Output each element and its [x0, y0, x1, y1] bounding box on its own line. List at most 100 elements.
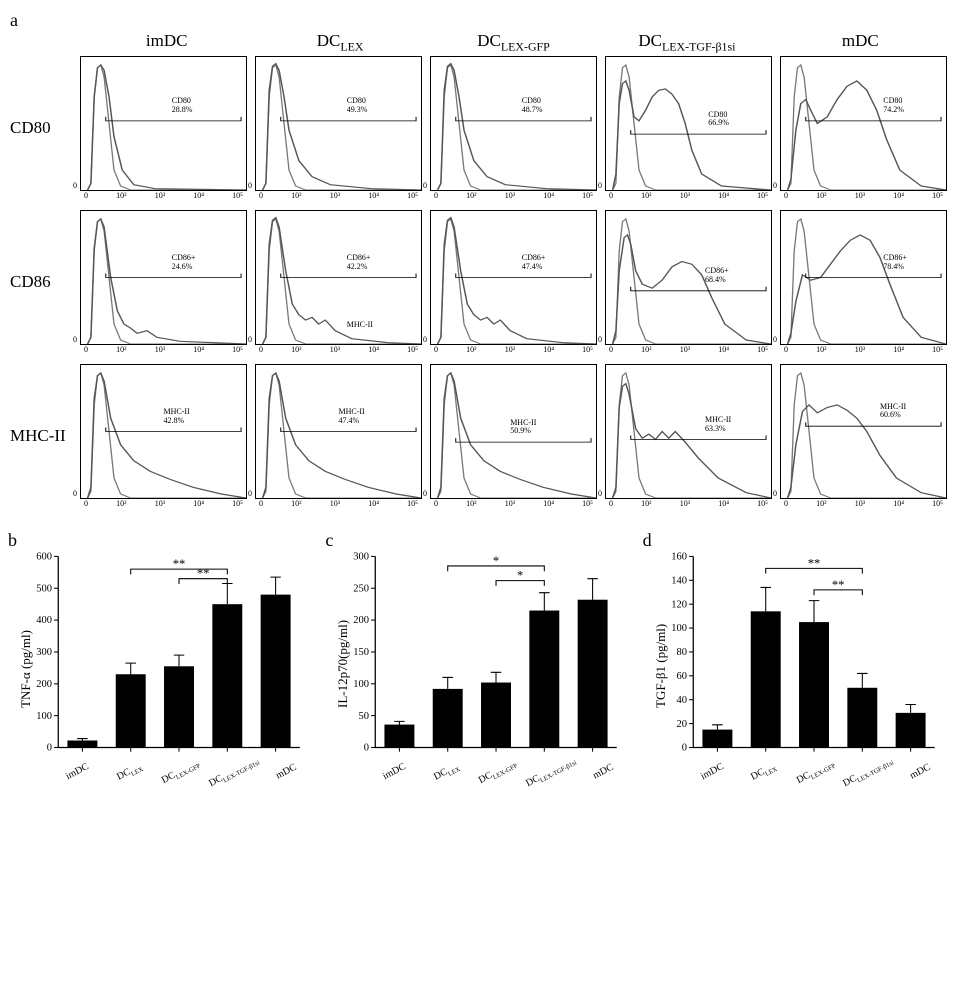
svg-text:500: 500: [36, 584, 52, 595]
gate-label: MHC-II42.8%: [164, 408, 190, 426]
svg-text:100: 100: [36, 711, 52, 722]
svg-text:20: 20: [676, 719, 687, 730]
column-header: imDC: [80, 31, 253, 54]
histogram-cell: 0CD8048.7%010²10³10⁴10⁵: [430, 56, 597, 200]
x-axis-ticks: 010²10³10⁴10⁵: [255, 499, 422, 508]
gate-label: CD8074.2%: [883, 97, 904, 115]
histogram-row: CD800CD8028.8%010²10³10⁴10⁵0CD8049.3%010…: [10, 56, 947, 200]
column-header: mDC: [774, 31, 947, 54]
x-axis-ticks: 010²10³10⁴10⁵: [605, 191, 772, 200]
histogram-cell: 0CD86+24.6%010²10³10⁴10⁵: [80, 210, 247, 354]
histogram-cell: 0MHC-II47.4%010²10³10⁴10⁵: [255, 364, 422, 508]
histogram-cell: 0CD8049.3%010²10³10⁴10⁵: [255, 56, 422, 200]
svg-text:300: 300: [354, 552, 370, 563]
x-label: imDC: [687, 755, 739, 791]
svg-text:*: *: [517, 569, 523, 583]
x-axis-ticks: 010²10³10⁴10⁵: [430, 191, 597, 200]
bar-chart: 020406080100120140160****TGF-β1 (pg/ml): [645, 548, 947, 758]
gate-label: CD86+47.4%: [522, 254, 546, 272]
x-label: mDC: [895, 755, 947, 791]
x-axis-ticks: 010²10³10⁴10⁵: [430, 499, 597, 508]
svg-text:600: 600: [36, 552, 52, 563]
histogram-cell: 0CD86+78.4%010²10³10⁴10⁵: [780, 210, 947, 354]
gate-label: CD86+68.4%: [705, 267, 729, 285]
y-axis-label: TGF-β1 (pg/ml): [653, 624, 669, 708]
x-axis-ticks: 010²10³10⁴10⁵: [255, 345, 422, 354]
x-axis-ticks: 010²10³10⁴10⁵: [430, 345, 597, 354]
x-label: imDC: [52, 755, 104, 791]
y-axis-label: TNF-α (pg/ml): [18, 630, 34, 708]
svg-text:60: 60: [676, 671, 687, 682]
gate-label: CD8066.9%: [708, 111, 729, 129]
x-label: imDC: [369, 755, 421, 791]
bar-chart: 0100200300400500600****TNF-α (pg/ml): [10, 548, 312, 758]
x-label: DCLEX: [104, 755, 156, 791]
gate-label: CD86+42.2%: [347, 254, 371, 272]
x-label: DCLEX-TGF-β1si: [207, 754, 261, 791]
svg-text:**: **: [197, 567, 210, 581]
column-headers: imDCDCLEXDCLEX-GFPDCLEX-TGF-β1simDC: [80, 31, 947, 54]
gate-label: CD8028.8%: [172, 97, 193, 115]
svg-text:400: 400: [36, 616, 52, 627]
histogram-row: CD860CD86+24.6%010²10³10⁴10⁵0CD86+42.2%M…: [10, 210, 947, 354]
histogram-cell: 0CD86+42.2%MHC-II010²10³10⁴10⁵: [255, 210, 422, 354]
svg-text:0: 0: [47, 743, 52, 754]
x-axis-labels: imDCDCLEXDCLEX-GFPDCLEX-TGF-β1simDC: [369, 758, 629, 779]
gate-label: MHC-II63.3%: [705, 416, 731, 434]
svg-text:0: 0: [681, 743, 686, 754]
svg-text:0: 0: [364, 743, 369, 754]
x-label: DCLEX: [421, 755, 473, 791]
x-axis-ticks: 010²10³10⁴10⁵: [605, 499, 772, 508]
svg-text:300: 300: [36, 647, 52, 658]
y-axis-label: IL-12p70(pg/ml): [335, 620, 351, 708]
x-label: DCLEX-GFP: [155, 755, 207, 791]
panel-d: d 020406080100120140160****TGF-β1 (pg/ml…: [645, 548, 947, 779]
histogram-cell: 0MHC-II42.8%010²10³10⁴10⁵: [80, 364, 247, 508]
bar-charts-row: b 0100200300400500600****TNF-α (pg/ml)im…: [10, 548, 947, 779]
x-axis-ticks: 010²10³10⁴10⁵: [780, 191, 947, 200]
histogram-cell: 0MHC-II60.6%010²10³10⁴10⁵: [780, 364, 947, 508]
x-axis-labels: imDCDCLEXDCLEX-GFPDCLEX-TGF-β1simDC: [687, 758, 947, 779]
histogram-cell: 0CD86+47.4%010²10³10⁴10⁵: [430, 210, 597, 354]
x-axis-ticks: 010²10³10⁴10⁵: [780, 345, 947, 354]
svg-text:**: **: [832, 578, 845, 592]
x-label: DCLEX-GFP: [472, 755, 524, 791]
gate-label: MHC-II60.6%: [880, 403, 906, 421]
x-label: DCLEX-GFP: [790, 755, 842, 791]
svg-text:*: *: [493, 554, 499, 568]
gate-label: CD8049.3%: [347, 97, 368, 115]
row-marker-label: CD86: [10, 272, 80, 292]
histogram-cell: 0CD8066.9%010²10³10⁴10⁵: [605, 56, 772, 200]
gate-label: CD86+24.6%: [172, 254, 196, 272]
x-label: mDC: [578, 755, 630, 791]
panel-b: b 0100200300400500600****TNF-α (pg/ml)im…: [10, 548, 312, 779]
x-axis-ticks: 010²10³10⁴10⁵: [255, 191, 422, 200]
x-axis-labels: imDCDCLEXDCLEX-GFPDCLEX-TGF-β1simDC: [52, 758, 312, 779]
panel-a: a imDCDCLEXDCLEX-GFPDCLEX-TGF-β1simDC CD…: [10, 10, 947, 518]
column-header: DCLEX-GFP: [427, 31, 600, 54]
svg-text:150: 150: [354, 647, 370, 658]
row-marker-label: MHC-II: [10, 426, 80, 446]
histogram-row: MHC-II0MHC-II42.8%010²10³10⁴10⁵0MHC-II47…: [10, 364, 947, 508]
svg-text:120: 120: [671, 600, 687, 611]
svg-text:80: 80: [676, 647, 687, 658]
svg-text:100: 100: [671, 624, 687, 635]
svg-text:160: 160: [671, 552, 687, 563]
x-axis-ticks: 010²10³10⁴10⁵: [605, 345, 772, 354]
x-axis-ticks: 010²10³10⁴10⁵: [80, 345, 247, 354]
gate-label: CD8048.7%: [522, 97, 543, 115]
extra-label: MHC-II: [347, 320, 373, 329]
gate-label: MHC-II47.4%: [339, 408, 365, 426]
svg-text:**: **: [807, 557, 820, 571]
svg-text:250: 250: [354, 584, 370, 595]
column-header: DCLEX-TGF-β1si: [600, 31, 773, 54]
x-label: mDC: [261, 755, 313, 791]
svg-text:40: 40: [676, 695, 687, 706]
histogram-cell: 0CD8074.2%010²10³10⁴10⁵: [780, 56, 947, 200]
svg-text:50: 50: [359, 711, 370, 722]
x-axis-ticks: 010²10³10⁴10⁵: [780, 499, 947, 508]
row-marker-label: CD80: [10, 118, 80, 138]
x-axis-ticks: 010²10³10⁴10⁵: [80, 499, 247, 508]
x-label: DCLEX-TGF-β1si: [524, 754, 578, 791]
panel-a-label: a: [10, 10, 947, 31]
